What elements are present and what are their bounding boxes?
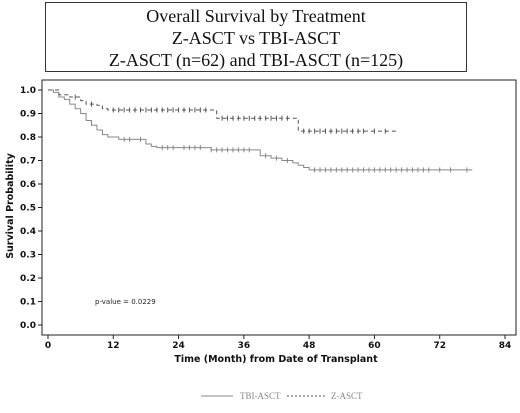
- series-layer: [48, 89, 473, 173]
- x-tick-label-48: 48: [303, 341, 316, 351]
- y-axis-title: Survival Probability: [5, 152, 16, 258]
- x-tick-label-0: 0: [45, 341, 51, 351]
- y-tick-label-0.6: 0.6: [20, 180, 36, 190]
- chart-title-line-1: Overall Survival by Treatment: [146, 6, 366, 26]
- y-tick-label-0.7: 0.7: [20, 157, 36, 167]
- series-line-z-asct: [48, 89, 397, 132]
- x-tick-label-72: 72: [433, 341, 446, 351]
- series-line-tbi-asct: [48, 89, 473, 171]
- x-tick-label-12: 12: [107, 341, 120, 351]
- y-tick-label-0.9: 0.9: [20, 110, 36, 120]
- y-tick-label-1.0: 1.0: [20, 86, 36, 96]
- chart-title-line-2: Z-ASCT vs TBI-ASCT: [171, 28, 341, 48]
- y-tick-label-0.0: 0.0: [20, 321, 36, 331]
- p-value-annotation: p-value = 0.0229: [95, 298, 156, 306]
- x-tick-label-24: 24: [172, 341, 185, 351]
- chart-title-box: Overall Survival by Treatment Z-ASCT vs …: [45, 2, 467, 72]
- chart-title-line-3: Z-ASCT (n=62) and TBI-ASCT (n=125): [108, 50, 404, 70]
- y-tick-label-0.2: 0.2: [20, 274, 36, 284]
- legend: TBI-ASCT Z-ASCT: [201, 391, 363, 401]
- y-tick-label-0.4: 0.4: [20, 227, 36, 237]
- y-tick-label-0.3: 0.3: [20, 251, 36, 261]
- axes: 0 12 24 36 48 60 72 84 0.0 0.1 0.2 0.3 0.4 0.5 0.6 0.7 0…: [20, 86, 511, 351]
- legend-label-tbi-asct: TBI-ASCT: [240, 391, 281, 401]
- legend-label-z-asct: Z-ASCT: [331, 391, 363, 401]
- x-tick-label-60: 60: [368, 341, 381, 351]
- y-tick-label-0.8: 0.8: [20, 133, 36, 143]
- x-axis-title: Time (Month) from Date of Transplant: [174, 354, 378, 365]
- x-tick-label-36: 36: [238, 341, 251, 351]
- y-tick-label-0.5: 0.5: [20, 204, 36, 214]
- y-tick-label-0.1: 0.1: [20, 298, 36, 308]
- x-tick-label-84: 84: [499, 341, 512, 351]
